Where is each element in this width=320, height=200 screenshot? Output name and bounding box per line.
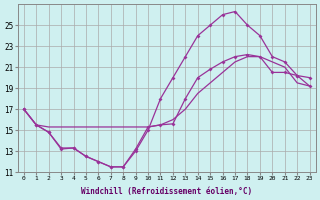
- X-axis label: Windchill (Refroidissement éolien,°C): Windchill (Refroidissement éolien,°C): [81, 187, 252, 196]
